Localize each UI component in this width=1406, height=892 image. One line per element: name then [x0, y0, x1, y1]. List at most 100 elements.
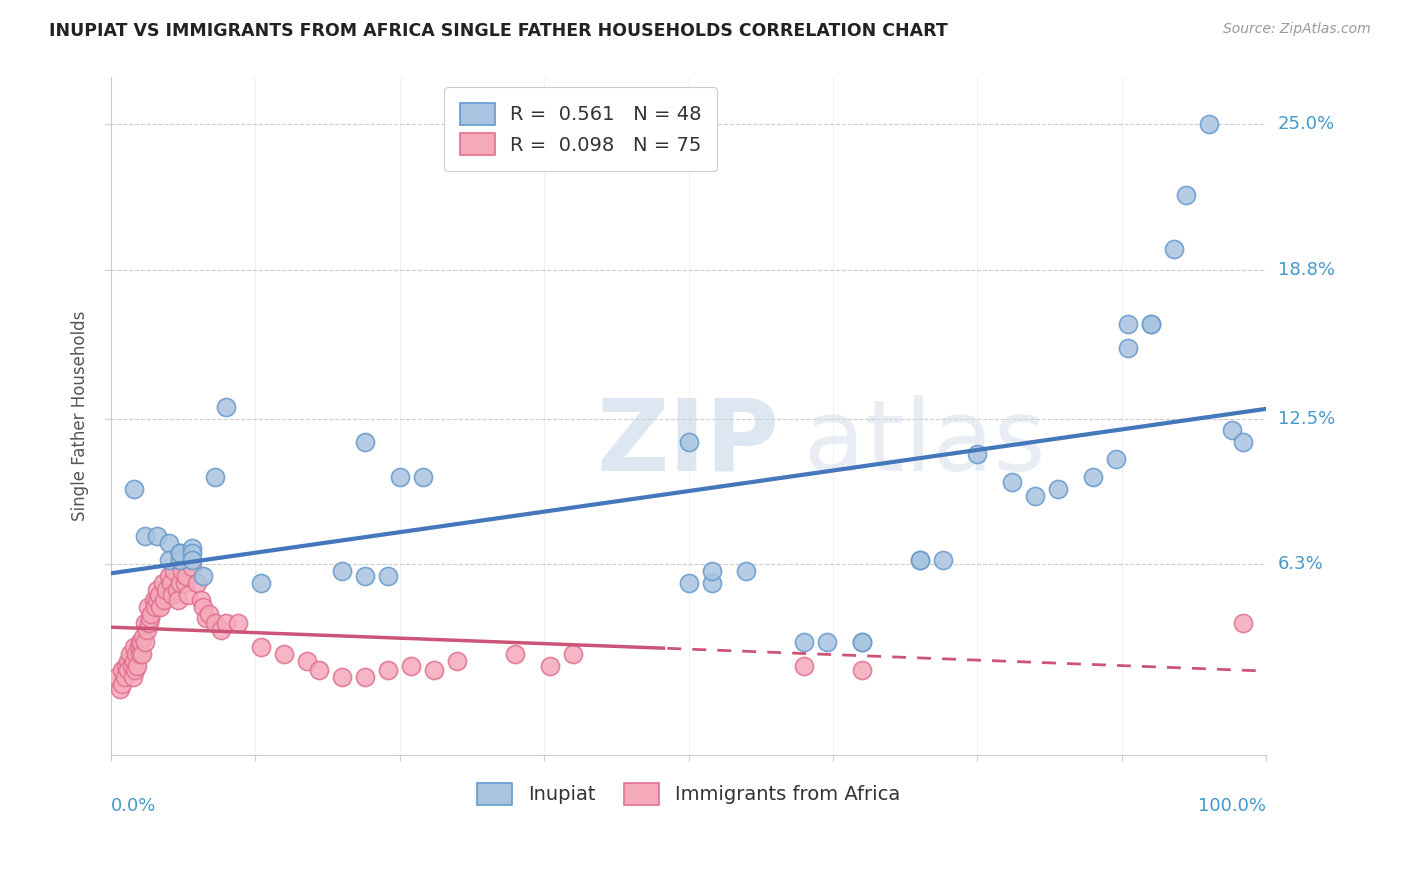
Point: [138, 616, 160, 631]
Point: [851, 635, 873, 649]
Point: [1024, 489, 1046, 503]
Point: [1174, 188, 1197, 202]
Point: [1140, 318, 1163, 332]
Point: [1116, 318, 1139, 332]
Point: [851, 663, 873, 677]
Point: [128, 640, 150, 654]
Point: [966, 447, 988, 461]
Point: [142, 592, 165, 607]
Point: [122, 482, 145, 496]
Point: [678, 576, 700, 591]
Point: [215, 616, 238, 631]
Point: [125, 647, 148, 661]
Point: [114, 658, 136, 673]
Text: 0.0%: 0.0%: [111, 797, 156, 814]
Point: [388, 470, 411, 484]
Point: [1081, 470, 1104, 484]
Point: [250, 640, 273, 654]
Point: [141, 607, 163, 621]
Point: [157, 569, 180, 583]
Point: [209, 624, 232, 638]
Point: [190, 592, 212, 607]
Point: [155, 583, 177, 598]
Point: [503, 647, 526, 661]
Point: [330, 565, 353, 579]
Point: [700, 576, 723, 591]
Text: 6.3%: 6.3%: [1278, 556, 1323, 574]
Point: [108, 681, 131, 696]
Point: [146, 592, 169, 607]
Point: [111, 663, 134, 677]
Point: [1047, 482, 1070, 496]
Point: [134, 616, 156, 631]
Point: [538, 658, 561, 673]
Point: [1198, 118, 1220, 132]
Point: [117, 663, 139, 677]
Point: [1232, 435, 1254, 450]
Point: [204, 616, 226, 631]
Point: [114, 670, 136, 684]
Point: [169, 552, 191, 566]
Point: [354, 569, 377, 583]
Point: [117, 654, 139, 668]
Point: [127, 658, 149, 673]
Point: [330, 670, 353, 684]
Point: [136, 599, 159, 614]
Point: [851, 635, 873, 649]
Point: [1001, 475, 1024, 489]
Point: [815, 635, 838, 649]
Point: [166, 583, 188, 598]
Text: 18.8%: 18.8%: [1278, 261, 1334, 279]
Point: [131, 647, 153, 661]
Point: [194, 611, 217, 625]
Point: [198, 607, 221, 621]
Point: [908, 552, 931, 566]
Point: [169, 576, 191, 591]
Point: [377, 569, 399, 583]
Point: [149, 599, 172, 614]
Point: [172, 565, 194, 579]
Point: [148, 588, 170, 602]
Point: [143, 599, 166, 614]
Point: [793, 635, 815, 649]
Y-axis label: Single Father Households: Single Father Households: [72, 311, 89, 521]
Point: [121, 658, 143, 673]
Point: [215, 400, 238, 414]
Point: [163, 565, 186, 579]
Point: [297, 654, 319, 668]
Point: [169, 546, 191, 560]
Point: [678, 435, 700, 450]
Point: [399, 658, 422, 673]
Point: [193, 599, 215, 614]
Point: [932, 552, 955, 566]
Point: [128, 635, 150, 649]
Text: Source: ZipAtlas.com: Source: ZipAtlas.com: [1223, 22, 1371, 37]
Point: [153, 592, 176, 607]
Point: [105, 670, 128, 684]
Point: [180, 559, 202, 574]
Point: [160, 588, 183, 602]
Point: [562, 647, 585, 661]
Point: [146, 583, 169, 598]
Point: [354, 670, 377, 684]
Point: [122, 654, 145, 668]
Point: [129, 635, 152, 649]
Point: [735, 565, 758, 579]
Point: [793, 658, 815, 673]
Point: [120, 647, 142, 661]
Point: [180, 552, 202, 566]
Point: [132, 630, 155, 644]
Point: [111, 677, 134, 691]
Point: [377, 663, 399, 677]
Point: [273, 647, 295, 661]
Text: ZIP: ZIP: [596, 395, 779, 491]
Text: atlas: atlas: [804, 395, 1046, 491]
Point: [446, 654, 468, 668]
Point: [152, 576, 174, 591]
Point: [250, 576, 273, 591]
Point: [128, 647, 150, 661]
Point: [186, 576, 208, 591]
Text: 25.0%: 25.0%: [1278, 115, 1334, 134]
Text: INUPIAT VS IMMIGRANTS FROM AFRICA SINGLE FATHER HOUSEHOLDS CORRELATION CHART: INUPIAT VS IMMIGRANTS FROM AFRICA SINGLE…: [49, 22, 948, 40]
Point: [146, 529, 169, 543]
